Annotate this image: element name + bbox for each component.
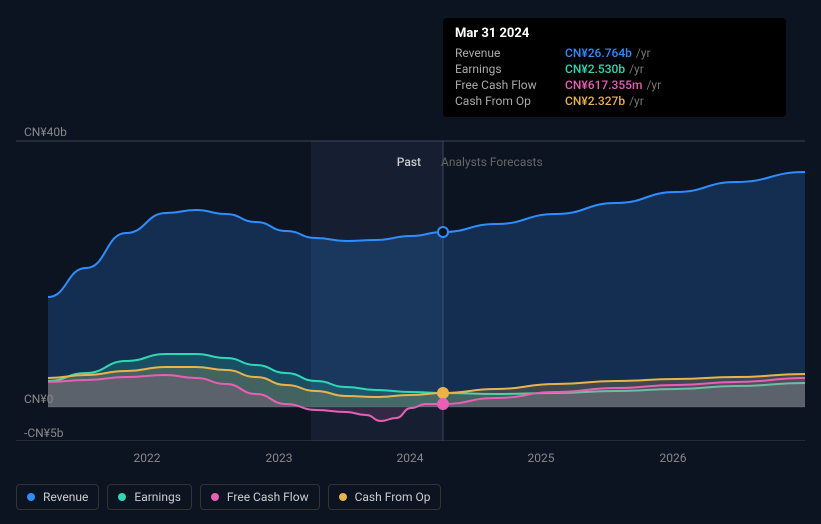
tooltip-row-unit: /yr (629, 94, 644, 108)
x-axis-label: 2022 (134, 451, 161, 465)
legend-marker-icon (339, 493, 347, 501)
legend-item-label: Cash From Op (355, 490, 431, 504)
tooltip-row-label: Earnings (455, 62, 565, 76)
past-label: Past (397, 155, 421, 169)
x-axis-label: 2023 (266, 451, 293, 465)
legend-item-label: Earnings (134, 490, 181, 504)
tooltip-row-value: CN¥26.764b (565, 46, 632, 60)
legend-item[interactable]: Earnings (107, 484, 192, 510)
legend-item[interactable]: Revenue (16, 484, 99, 510)
tooltip-row-value: CN¥2.530b (565, 62, 625, 76)
legend-item[interactable]: Cash From Op (328, 484, 442, 510)
tooltip-row-label: Cash From Op (455, 94, 565, 108)
y-axis-label: CN¥40b (24, 125, 67, 139)
forecast-label: Analysts Forecasts (441, 155, 543, 169)
x-axis-label: 2025 (528, 451, 555, 465)
tooltip-row-value: CN¥2.327b (565, 94, 625, 108)
legend-marker-icon (27, 493, 35, 501)
y-axis-label: CN¥0 (24, 392, 53, 406)
tooltip-row: RevenueCN¥26.764b/yr (455, 45, 774, 61)
tooltip-row-unit: /yr (629, 62, 644, 76)
legend-marker-icon (211, 493, 219, 501)
tooltip-row: EarningsCN¥2.530b/yr (455, 61, 774, 77)
tooltip-row-label: Free Cash Flow (455, 78, 565, 92)
tooltip-row: Cash From OpCN¥2.327b/yr (455, 93, 774, 109)
tooltip-row-label: Revenue (455, 46, 565, 60)
tooltip-row-unit: /yr (636, 46, 651, 60)
section-labels: Past Analysts Forecasts (0, 155, 821, 169)
legend-item-label: Free Cash Flow (227, 490, 309, 504)
legend-item-label: Revenue (43, 490, 88, 504)
chart-tooltip: Mar 31 2024 RevenueCN¥26.764b/yrEarnings… (443, 18, 786, 117)
tooltip-row-value: CN¥617.355m (565, 78, 642, 92)
x-axis-label: 2024 (397, 451, 424, 465)
x-axis-label: 2026 (660, 451, 687, 465)
y-axis-label: -CN¥5b (24, 426, 63, 440)
tooltip-row: Free Cash FlowCN¥617.355m/yr (455, 77, 774, 93)
legend-marker-icon (118, 493, 126, 501)
legend-item[interactable]: Free Cash Flow (200, 484, 320, 510)
tooltip-date: Mar 31 2024 (455, 26, 774, 41)
legend: Revenue Earnings Free Cash Flow Cash From O… (16, 484, 441, 510)
x-axis: 2022 2023 2024 2025 2026 (16, 451, 805, 471)
tooltip-row-unit: /yr (646, 78, 661, 92)
